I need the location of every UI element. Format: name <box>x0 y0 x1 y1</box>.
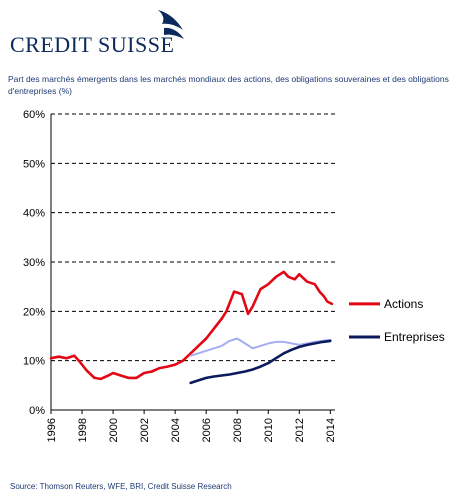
y-tick-label: 30% <box>23 257 45 269</box>
x-tick-label: 2006 <box>201 418 213 442</box>
sail-icon <box>158 10 184 39</box>
x-tick-label: 2012 <box>294 418 306 442</box>
y-tick-label: 20% <box>23 306 45 318</box>
axes: 0% 10% 20% 30% 40% 50% 60% 1996 1998 2000 2002 2004… <box>23 109 337 442</box>
x-tick-label: 2004 <box>170 418 182 442</box>
series-line-entreprises <box>189 339 332 385</box>
x-tick-label: 2010 <box>263 418 275 442</box>
series-line-obligations-souveraines <box>189 337 332 357</box>
legend: Actions Entreprises <box>349 297 445 344</box>
credit-suisse-logo: CREDIT SUISSE <box>10 8 210 58</box>
series-line-actions <box>49 270 334 381</box>
x-tick-label: 2008 <box>232 418 244 442</box>
chart: 0% 10% 20% 30% 40% 50% 60% 1996 1998 2000 2002 2004… <box>23 109 445 442</box>
brand-name: CREDIT SUISSE <box>10 32 175 57</box>
legend-label-actions: Actions <box>384 297 423 311</box>
x-tick-label: 1996 <box>46 418 58 442</box>
chart-title: Part des marchés émergents dans les marc… <box>8 74 449 96</box>
grid <box>51 113 335 362</box>
x-tick-label: 2000 <box>108 418 120 442</box>
x-tick-label: 1998 <box>77 418 89 442</box>
y-tick-label: 50% <box>23 158 45 170</box>
x-tick-label: 2002 <box>139 418 151 442</box>
series <box>49 270 334 385</box>
source-note: Source: Thomson Reuters, WFE, BRI, Credi… <box>10 482 232 491</box>
x-tick-label: 2014 <box>325 418 337 442</box>
legend-label-entreprises: Entreprises <box>384 330 445 344</box>
y-tick-label: 40% <box>23 208 45 220</box>
y-tick-label: 60% <box>23 109 45 121</box>
y-tick-label: 10% <box>23 356 45 368</box>
y-tick-label: 0% <box>29 405 45 417</box>
